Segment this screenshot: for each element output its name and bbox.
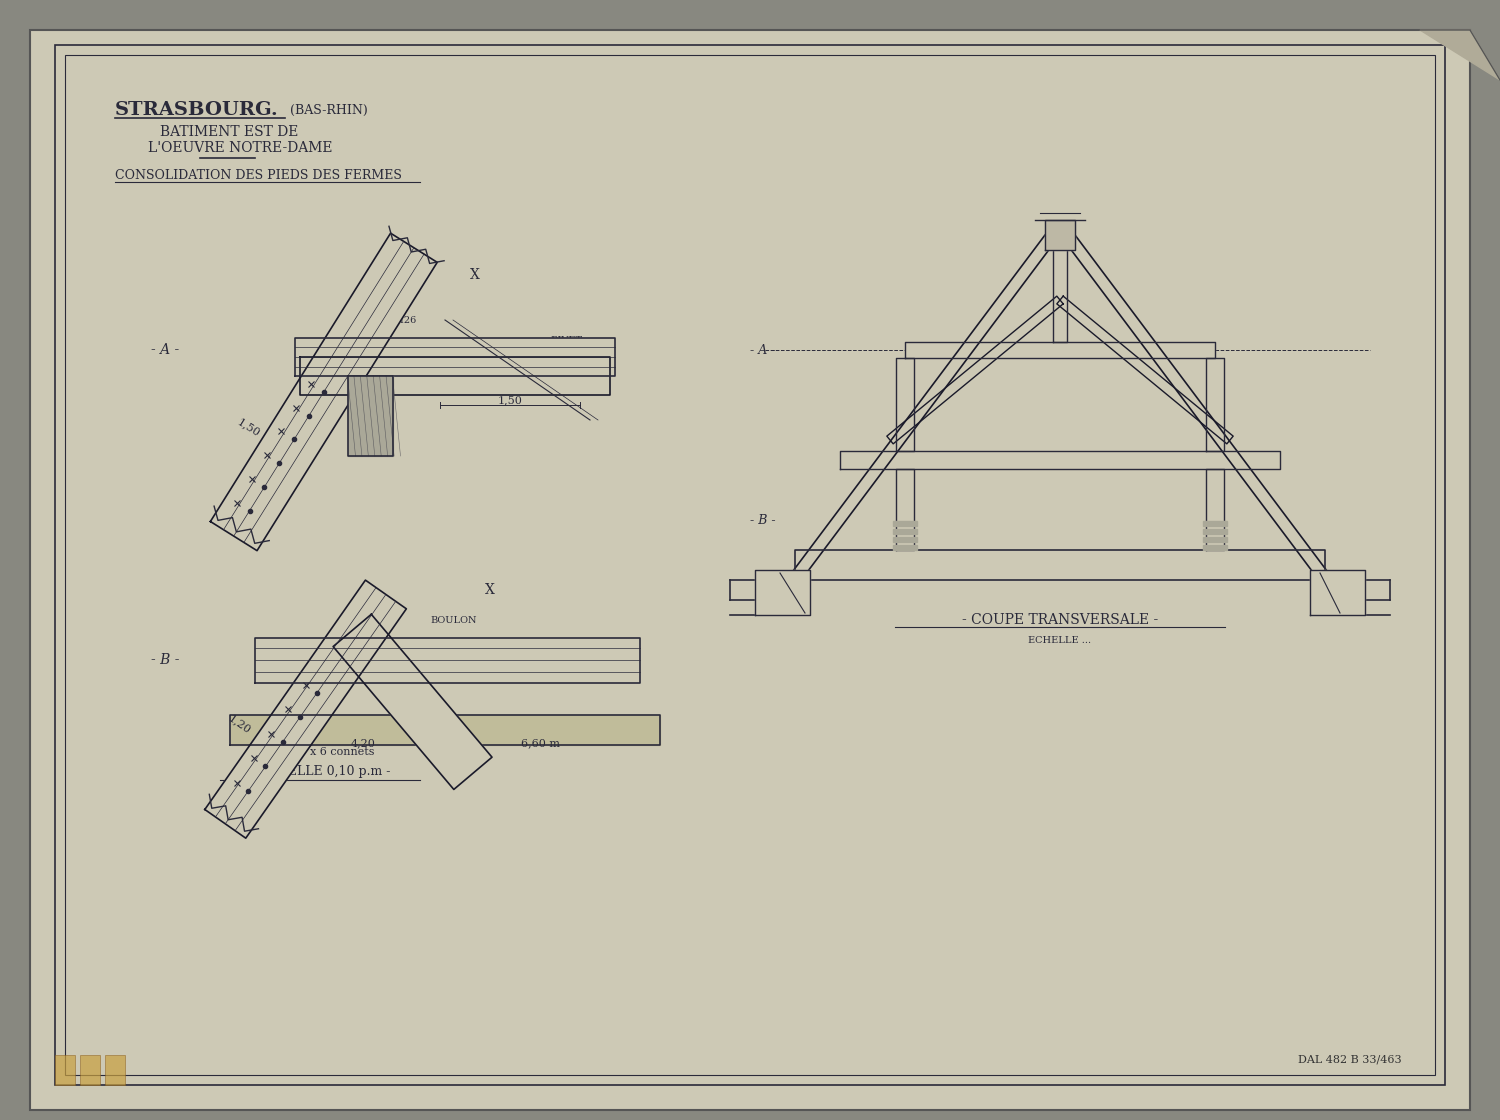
Polygon shape bbox=[1058, 296, 1233, 444]
Text: RIVET: RIVET bbox=[450, 641, 482, 650]
Polygon shape bbox=[348, 376, 393, 456]
Text: 1,20: 1,20 bbox=[226, 713, 254, 736]
Text: I.PM.22: I.PM.22 bbox=[440, 345, 480, 355]
Polygon shape bbox=[300, 357, 610, 395]
Text: x 6 connets: x 6 connets bbox=[310, 747, 375, 757]
Text: - B -: - B - bbox=[152, 653, 180, 668]
Bar bbox=[80, 1055, 100, 1085]
Polygon shape bbox=[1203, 521, 1227, 526]
Polygon shape bbox=[1203, 545, 1227, 550]
Polygon shape bbox=[1203, 529, 1227, 534]
Text: - A -: - A - bbox=[750, 344, 776, 356]
Polygon shape bbox=[896, 358, 914, 451]
Polygon shape bbox=[1310, 570, 1365, 615]
Polygon shape bbox=[1420, 30, 1500, 80]
Polygon shape bbox=[784, 222, 1065, 589]
Bar bbox=[105, 1055, 125, 1085]
Polygon shape bbox=[1203, 536, 1227, 542]
Text: 6,60 m: 6,60 m bbox=[520, 738, 560, 748]
Polygon shape bbox=[206, 580, 406, 838]
Polygon shape bbox=[892, 545, 916, 550]
Polygon shape bbox=[1054, 222, 1335, 589]
Text: - ECHELLE 0,10 p.m -: - ECHELLE 0,10 p.m - bbox=[251, 765, 390, 778]
Text: - COUPE TRANSVERSALE -: - COUPE TRANSVERSALE - bbox=[962, 613, 1158, 627]
Text: - B -: - B - bbox=[750, 513, 776, 526]
Polygon shape bbox=[255, 637, 640, 682]
Polygon shape bbox=[795, 550, 1324, 580]
Polygon shape bbox=[1206, 469, 1224, 550]
Text: 1,50: 1,50 bbox=[236, 417, 261, 438]
Text: - A -: - A - bbox=[152, 343, 178, 357]
Text: X: X bbox=[484, 584, 495, 597]
Polygon shape bbox=[210, 233, 436, 551]
Polygon shape bbox=[892, 521, 916, 526]
Polygon shape bbox=[892, 529, 916, 534]
Polygon shape bbox=[230, 715, 660, 745]
Polygon shape bbox=[896, 469, 914, 550]
Polygon shape bbox=[840, 451, 1280, 469]
Polygon shape bbox=[1053, 245, 1066, 342]
Polygon shape bbox=[296, 338, 615, 376]
Text: L'OEUVRE NOTRE-DAME: L'OEUVRE NOTRE-DAME bbox=[148, 141, 333, 155]
Polygon shape bbox=[886, 296, 1064, 444]
Text: BATIMENT EST DE: BATIMENT EST DE bbox=[160, 125, 298, 139]
Text: CONSOLIDATION DES PIEDS DES FERMES: CONSOLIDATION DES PIEDS DES FERMES bbox=[116, 168, 402, 181]
Text: BOULON: BOULON bbox=[500, 365, 546, 374]
Text: BOULON: BOULON bbox=[430, 616, 477, 625]
Text: X: X bbox=[470, 268, 480, 282]
Bar bbox=[56, 1055, 75, 1085]
Polygon shape bbox=[1206, 358, 1224, 451]
Polygon shape bbox=[333, 614, 492, 790]
Text: DAL 482 B 33/463: DAL 482 B 33/463 bbox=[1298, 1055, 1402, 1065]
Text: RIVET: RIVET bbox=[550, 336, 582, 345]
Text: 1,50: 1,50 bbox=[498, 395, 522, 405]
Text: (BAS-RHIN): (BAS-RHIN) bbox=[290, 103, 368, 116]
Text: I PM26: I PM26 bbox=[380, 316, 417, 325]
Polygon shape bbox=[1046, 220, 1076, 250]
Polygon shape bbox=[892, 536, 916, 542]
Polygon shape bbox=[754, 570, 810, 615]
Text: 4,20: 4,20 bbox=[351, 738, 375, 748]
Text: ECHELLE ...: ECHELLE ... bbox=[1029, 635, 1092, 644]
Polygon shape bbox=[904, 342, 1215, 358]
Text: STRASBOURG.: STRASBOURG. bbox=[116, 101, 279, 119]
